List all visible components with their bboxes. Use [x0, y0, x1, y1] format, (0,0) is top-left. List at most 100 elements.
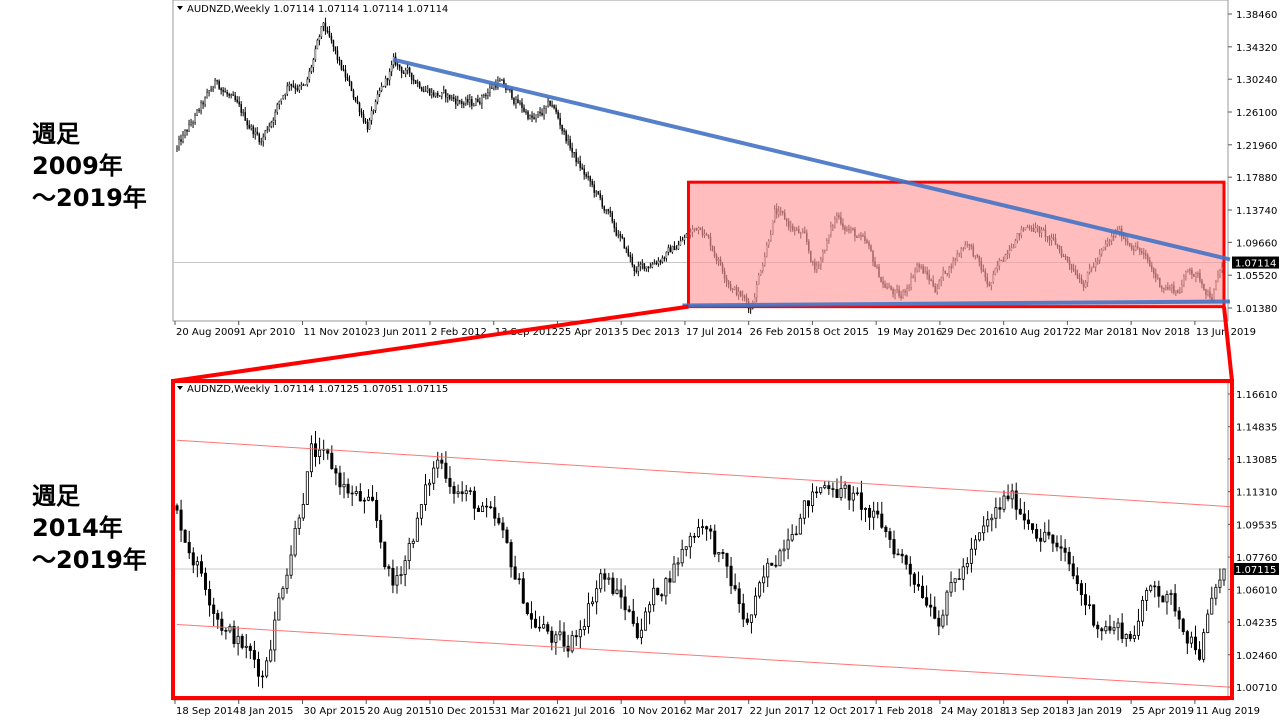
plot-area: [172, 379, 1229, 701]
bear-candle: [625, 247, 628, 250]
bear-candle: [216, 80, 218, 82]
bear-candle: [513, 566, 517, 580]
bear-candle: [925, 597, 929, 606]
current-price-badge: [1232, 562, 1279, 575]
bear-candle: [340, 60, 343, 70]
bull-candle: [685, 233, 688, 238]
bear-candle: [579, 160, 581, 168]
bear-candle: [191, 552, 195, 566]
y-tick-label: 1.01380: [1236, 304, 1277, 315]
bull-candle: [376, 93, 379, 102]
x-tick-label: 20 Aug 2015: [367, 706, 431, 717]
bull-candle: [436, 459, 440, 469]
bull-candle: [301, 504, 305, 519]
bear-candle: [452, 486, 456, 494]
bear-candle: [468, 490, 472, 492]
bear-candle: [358, 491, 362, 502]
bear-candle: [1051, 534, 1055, 544]
bull-candle: [483, 94, 485, 96]
bear-candle: [583, 168, 585, 175]
bull-candle: [567, 139, 569, 142]
bull-candle: [176, 146, 178, 149]
y-tick-label: 1.02460: [1236, 651, 1277, 662]
bull-candle: [310, 67, 313, 72]
bull-candle: [419, 504, 423, 519]
bull-candle: [591, 601, 595, 605]
bull-candle: [535, 114, 537, 120]
bear-candle: [1083, 594, 1088, 606]
bear-candle: [566, 645, 570, 652]
chart-header: AUDNZD,Weekly 1.07114 1.07114 1.07114 1.…: [187, 4, 448, 15]
bull-candle: [1136, 620, 1140, 636]
bear-candle: [334, 46, 337, 51]
bear-candle: [186, 130, 188, 132]
bull-candle: [260, 141, 262, 143]
y-tick-label: 1.09535: [1236, 520, 1277, 531]
bear-candle: [1092, 604, 1096, 626]
bottom-weekly-chart: 1.16610 1.14835 1.13085 1.11310 1.09535 1.077…: [172, 379, 1279, 717]
bear-candle: [629, 255, 632, 258]
x-tick-label: 11 Aug 2019: [1196, 706, 1260, 717]
bear-candle: [619, 233, 622, 237]
bear-candle: [175, 505, 179, 511]
bear-candle: [1018, 508, 1022, 515]
bear-candle: [479, 101, 481, 104]
bull-candle: [547, 100, 549, 107]
bear-candle: [599, 193, 601, 199]
bear-candle: [256, 131, 258, 135]
bull-candle: [380, 86, 383, 91]
bear-candle: [621, 235, 624, 239]
bear-candle: [461, 101, 463, 104]
bear-candle: [1161, 595, 1165, 603]
bear-candle: [501, 522, 505, 531]
bear-candle: [290, 83, 293, 86]
bull-candle: [306, 79, 309, 85]
bear-candle: [1185, 631, 1189, 644]
x-tick-label: 2 Mar 2017: [686, 706, 743, 717]
bear-candle: [428, 88, 431, 96]
bear-candle: [408, 67, 411, 74]
bear-candle: [1039, 537, 1043, 542]
bear-candle: [607, 209, 609, 212]
bull-candle: [641, 263, 644, 265]
bull-candle: [1222, 568, 1226, 581]
bear-candle: [379, 520, 383, 543]
bear-candle: [806, 500, 810, 507]
bear-candle: [228, 94, 230, 96]
bull-candle: [289, 554, 293, 576]
bull-candle: [282, 95, 285, 100]
bear-candle: [334, 468, 338, 474]
bear-candle: [1157, 585, 1161, 597]
bull-candle: [782, 548, 786, 552]
y-tick-label: 1.17880: [1236, 173, 1277, 184]
bull-candle: [274, 111, 277, 121]
bear-candle: [398, 64, 401, 68]
bull-candle: [280, 98, 283, 102]
bear-candle: [497, 517, 501, 524]
bear-candle: [216, 613, 220, 620]
zoom-frame: [171, 379, 1234, 700]
bull-candle: [432, 467, 436, 484]
bear-candle: [330, 35, 333, 41]
bear-candle: [609, 210, 611, 213]
bear-candle: [302, 84, 305, 86]
x-tick-label: 5 Dec 2013: [622, 327, 680, 338]
bull-candle: [599, 573, 603, 590]
bull-candle: [696, 527, 700, 537]
bull-candle: [318, 449, 322, 458]
bull-candle: [643, 611, 648, 631]
bull-candle: [254, 131, 256, 135]
bear-candle: [240, 635, 244, 648]
bear-candle: [603, 573, 607, 580]
bull-candle: [430, 92, 433, 96]
bear-candle: [562, 631, 566, 647]
bull-candle: [1165, 594, 1169, 603]
x-tick-label: 1 Nov 2018: [1132, 327, 1190, 338]
bull-candle: [639, 264, 642, 267]
bull-candle: [403, 560, 407, 575]
bull-candle: [196, 109, 198, 116]
y-tick-label: 1.34320: [1236, 43, 1277, 54]
bull-candle: [982, 525, 986, 534]
x-tick-label: 22 Jun 2017: [750, 706, 810, 717]
bull-candle: [762, 576, 766, 584]
